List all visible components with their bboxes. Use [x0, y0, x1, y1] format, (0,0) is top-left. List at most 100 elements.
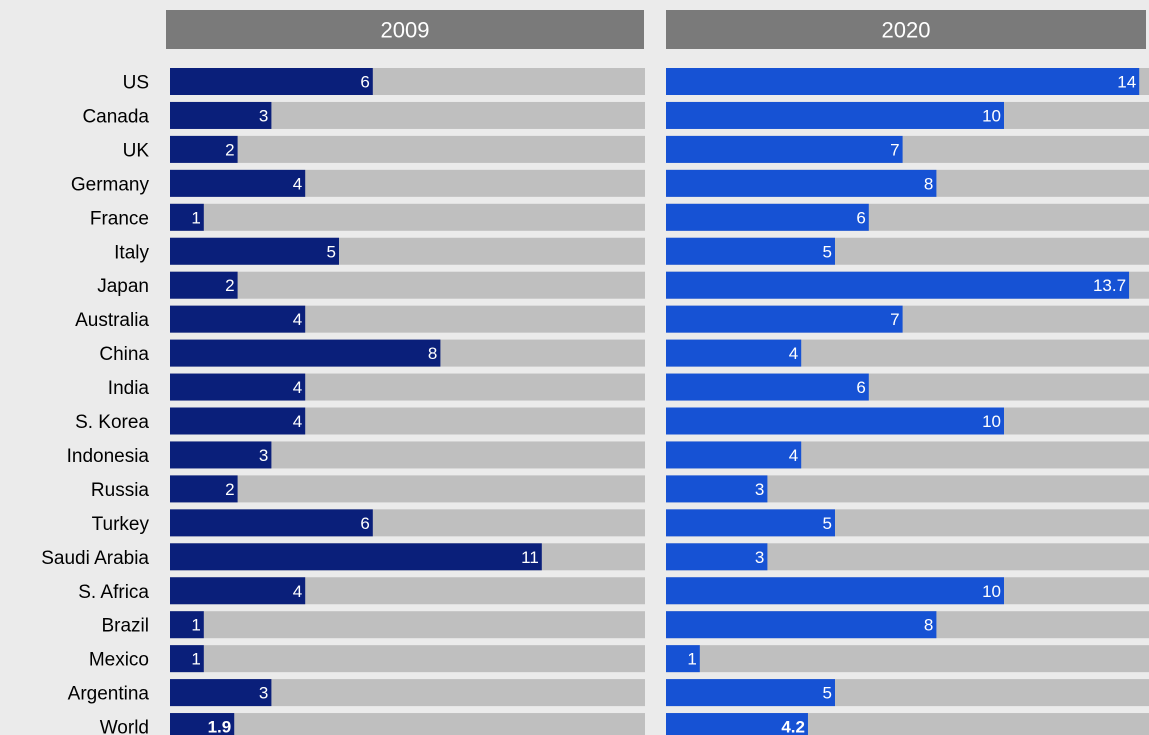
bar-value-label: 1.9 — [208, 718, 232, 735]
bar-value-label: 4 — [293, 582, 302, 601]
bar — [170, 611, 204, 639]
bar-value-label: 2 — [225, 480, 234, 499]
panel-headers: 2009 2020 — [166, 10, 1146, 49]
bar — [170, 713, 235, 735]
bar-track — [170, 475, 645, 503]
bar — [666, 611, 937, 639]
bar-value-label: 8 — [924, 174, 933, 193]
bar-value-label: 5 — [823, 242, 832, 261]
bar-value-label: 2 — [225, 276, 234, 295]
bar-value-label: 11 — [521, 548, 539, 567]
bar-track — [170, 713, 645, 735]
bar-value-label: 5 — [327, 242, 336, 261]
category-label: France — [90, 208, 149, 229]
bar-value-label: 6 — [360, 514, 369, 533]
category-labels: US Canada UK Germany France Italy Japan Austral… — [41, 73, 149, 735]
bar — [170, 339, 441, 367]
bar — [666, 169, 937, 197]
bar-value-label: 10 — [982, 582, 1001, 601]
panel-title: 2020 — [882, 18, 931, 43]
category-label: Indonesia — [67, 446, 150, 467]
bar — [666, 237, 835, 265]
bar — [666, 305, 903, 333]
category-label: Italy — [114, 242, 149, 263]
bar-value-label: 4 — [789, 344, 798, 363]
bar-value-label: 3 — [259, 446, 268, 465]
bar — [666, 135, 903, 163]
bar-value-label: 1 — [687, 650, 696, 669]
category-label: Russia — [91, 480, 150, 501]
bar — [666, 373, 869, 401]
panel-2020: 14 10 7 8 6 5 13.7 7 4 6 10 4 3 5 3 10 8 1 5 4.2 — [666, 68, 1149, 735]
category-label: S. Africa — [78, 582, 149, 603]
bar-track — [170, 203, 645, 231]
category-label: Argentina — [68, 684, 150, 705]
category-label: Japan — [97, 276, 149, 297]
category-label: S. Korea — [75, 412, 149, 433]
bar — [666, 271, 1130, 299]
bar-track — [170, 611, 645, 639]
bar — [666, 645, 700, 673]
category-label: World — [100, 718, 149, 735]
bar — [170, 169, 306, 197]
panel-header-2009 — [166, 10, 644, 49]
bar — [170, 679, 272, 707]
bar — [666, 101, 1004, 129]
bar-value-label: 3 — [259, 106, 268, 125]
bar-value-label: 5 — [823, 514, 832, 533]
bar — [170, 305, 306, 333]
bar — [170, 101, 272, 129]
bar-value-label: 7 — [890, 310, 899, 329]
bar-value-label: 8 — [428, 344, 437, 363]
bar-value-label: 3 — [755, 548, 764, 567]
bar — [666, 475, 768, 503]
category-label: Mexico — [89, 650, 149, 671]
bar-value-label: 7 — [890, 140, 899, 159]
bar-value-label: 1 — [191, 650, 200, 669]
bar-track — [170, 271, 645, 299]
bar-track — [170, 645, 645, 673]
bar-value-label: 4 — [293, 378, 302, 397]
bar — [666, 679, 835, 707]
bar-value-label: 3 — [259, 684, 268, 703]
bar-value-label: 1 — [191, 616, 200, 635]
bar-value-label: 4 — [293, 174, 302, 193]
category-label: Turkey — [92, 514, 150, 535]
bar — [666, 441, 802, 469]
bar — [170, 577, 306, 605]
bar — [170, 237, 339, 265]
bar — [170, 475, 238, 503]
bar-value-label: 6 — [856, 378, 865, 397]
bar — [170, 203, 204, 231]
bar — [666, 543, 768, 571]
bar — [170, 441, 272, 469]
bar — [170, 271, 238, 299]
bar — [666, 203, 869, 231]
bar — [170, 373, 306, 401]
bar-value-label: 2 — [225, 140, 234, 159]
bar-value-label: 4 — [293, 412, 302, 431]
bar-value-label: 6 — [360, 73, 369, 92]
bar-track — [170, 135, 645, 163]
category-label: Germany — [71, 174, 150, 195]
bar — [666, 713, 808, 735]
bar-track — [666, 645, 1149, 673]
bar-value-label: 10 — [982, 412, 1001, 431]
bar-value-label: 5 — [823, 684, 832, 703]
bar-value-label: 3 — [755, 480, 764, 499]
bar-value-label: 14 — [1117, 73, 1136, 92]
panels: 632415248443261141131.91410786513.774610… — [170, 68, 1149, 735]
category-label: Canada — [82, 106, 149, 127]
bar-value-label: 6 — [856, 208, 865, 227]
bar-value-label: 13.7 — [1093, 276, 1126, 295]
category-label: Saudi Arabia — [41, 548, 149, 569]
bar — [170, 509, 373, 537]
bar — [666, 339, 802, 367]
panel-title: 2009 — [381, 18, 430, 43]
bar-value-label: 8 — [924, 616, 933, 635]
category-label: Brazil — [101, 616, 149, 637]
bar — [170, 543, 542, 571]
bar — [666, 407, 1004, 435]
